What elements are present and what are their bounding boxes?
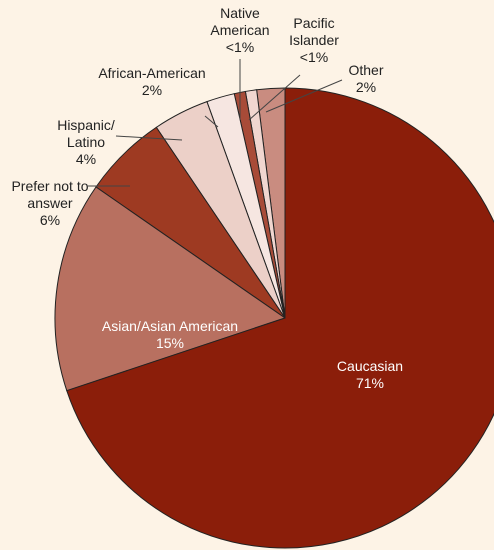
value-label: 2% bbox=[141, 82, 163, 98]
category-label: Caucasian bbox=[336, 358, 404, 374]
value-label: 15% bbox=[155, 335, 185, 351]
leader-line bbox=[248, 74, 301, 121]
category-label: Pacific Islander bbox=[289, 15, 339, 48]
leader-line bbox=[204, 115, 219, 128]
slice-label: Pacific Islander <1% bbox=[279, 15, 349, 66]
slice-label: Prefer not to answer 6% bbox=[5, 178, 95, 229]
category-label: Native American bbox=[210, 5, 270, 38]
slice-label: Other 2% bbox=[336, 62, 396, 96]
pie-slice bbox=[66, 87, 494, 549]
value-label: 2% bbox=[355, 79, 377, 95]
value-label: <1% bbox=[299, 49, 329, 65]
slice-label: Native American <1% bbox=[205, 5, 275, 56]
slice-label: Hispanic/ Latino 4% bbox=[51, 117, 121, 168]
leader-line bbox=[265, 79, 343, 113]
slice-label: Caucasian 71% bbox=[310, 358, 430, 392]
leader-line bbox=[115, 135, 183, 141]
category-label: Prefer not to answer bbox=[11, 178, 89, 211]
category-label: Other bbox=[348, 62, 384, 78]
category-label: Hispanic/ Latino bbox=[57, 117, 115, 150]
slice-label: African-American 2% bbox=[82, 65, 222, 99]
category-label: African-American bbox=[98, 65, 206, 81]
slice-label: Asian/Asian American 15% bbox=[70, 318, 270, 352]
value-label: <1% bbox=[225, 39, 255, 55]
category-label: Asian/Asian American bbox=[101, 318, 239, 334]
value-label: 71% bbox=[355, 375, 385, 391]
value-label: 6% bbox=[39, 212, 61, 228]
value-label: 4% bbox=[75, 151, 97, 167]
pie-slice bbox=[54, 186, 287, 392]
